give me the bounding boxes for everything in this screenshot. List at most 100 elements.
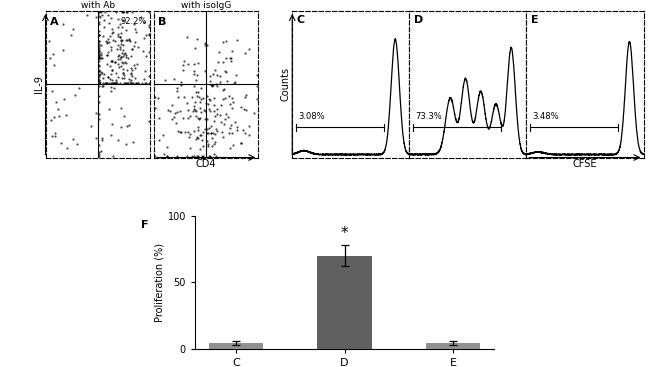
Point — [102, 52, 112, 58]
Point — [195, 146, 205, 152]
Point — [118, 17, 128, 23]
Point — [185, 145, 195, 151]
Point — [206, 82, 216, 88]
Point — [121, 141, 131, 146]
Point — [193, 115, 203, 121]
Point — [195, 105, 205, 111]
Point — [94, 55, 105, 61]
Point — [179, 94, 189, 99]
Point — [205, 79, 215, 84]
Point — [225, 101, 235, 106]
Point — [225, 125, 235, 131]
Point — [192, 127, 203, 132]
Point — [194, 95, 204, 101]
Point — [185, 131, 195, 137]
Point — [105, 62, 116, 68]
Point — [94, 77, 104, 83]
Point — [193, 153, 203, 159]
Point — [199, 107, 209, 113]
Text: E: E — [531, 15, 539, 25]
Point — [159, 151, 169, 157]
Point — [117, 10, 127, 15]
Point — [236, 141, 246, 146]
Point — [106, 88, 116, 94]
Point — [98, 83, 108, 89]
Point — [252, 96, 263, 102]
Point — [90, 110, 101, 116]
Point — [205, 108, 215, 114]
Point — [110, 39, 120, 44]
Point — [172, 153, 182, 159]
Point — [165, 108, 176, 114]
Point — [239, 94, 250, 100]
Point — [207, 130, 218, 136]
Point — [192, 72, 203, 78]
Point — [196, 109, 206, 115]
Text: 73.3%: 73.3% — [415, 112, 442, 121]
Point — [70, 92, 81, 98]
Point — [140, 33, 151, 39]
Point — [127, 46, 137, 52]
Point — [94, 51, 104, 57]
Point — [239, 130, 250, 136]
Point — [218, 134, 228, 140]
Point — [61, 112, 72, 118]
Point — [131, 29, 142, 35]
Point — [252, 72, 263, 78]
Point — [121, 37, 131, 43]
Point — [113, 64, 124, 70]
Point — [94, 19, 104, 25]
Y-axis label: Counts: Counts — [281, 67, 291, 101]
Point — [94, 63, 104, 69]
Point — [106, 132, 116, 138]
Point — [203, 106, 214, 112]
Point — [144, 25, 154, 30]
Point — [103, 12, 113, 18]
Point — [97, 12, 107, 18]
Point — [144, 22, 154, 28]
Point — [122, 10, 132, 15]
Point — [202, 138, 212, 144]
Point — [144, 73, 154, 79]
Point — [119, 51, 129, 57]
Point — [218, 87, 228, 93]
Point — [58, 47, 69, 52]
Point — [50, 130, 60, 136]
Point — [129, 62, 140, 68]
Point — [188, 108, 198, 113]
Point — [113, 74, 124, 80]
Point — [101, 39, 112, 45]
Point — [94, 38, 104, 44]
Text: C: C — [297, 15, 305, 25]
Point — [114, 46, 125, 52]
Point — [96, 50, 106, 55]
Y-axis label: IL-9: IL-9 — [34, 75, 44, 93]
Point — [94, 83, 104, 89]
Point — [97, 137, 107, 143]
Point — [192, 153, 202, 159]
Point — [105, 77, 115, 83]
Point — [129, 75, 140, 81]
Point — [94, 79, 105, 84]
Point — [190, 89, 201, 95]
Point — [118, 10, 128, 15]
Point — [181, 153, 192, 159]
Point — [94, 52, 104, 58]
Point — [111, 46, 122, 52]
Text: 3.48%: 3.48% — [532, 112, 559, 121]
Point — [122, 123, 133, 129]
Point — [116, 37, 127, 43]
Point — [131, 62, 142, 68]
Point — [227, 99, 238, 105]
Point — [202, 41, 212, 47]
Point — [150, 94, 161, 100]
Point — [126, 77, 136, 83]
Point — [193, 61, 203, 66]
Point — [197, 153, 207, 159]
Point — [94, 55, 104, 61]
Point — [220, 69, 231, 75]
Point — [144, 49, 154, 55]
Point — [222, 78, 233, 84]
Point — [210, 67, 220, 73]
Point — [226, 105, 237, 111]
